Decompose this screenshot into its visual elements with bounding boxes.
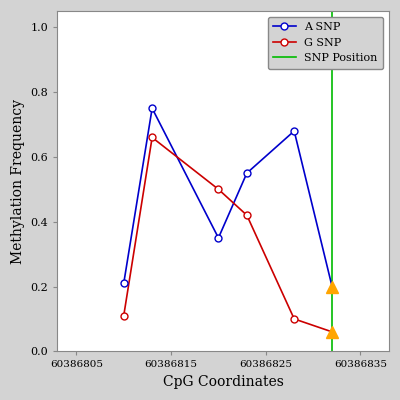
X-axis label: CpG Coordinates: CpG Coordinates: [163, 375, 284, 389]
Y-axis label: Methylation Frequency: Methylation Frequency: [11, 99, 25, 264]
Legend: A SNP, G SNP, SNP Position: A SNP, G SNP, SNP Position: [268, 17, 383, 69]
